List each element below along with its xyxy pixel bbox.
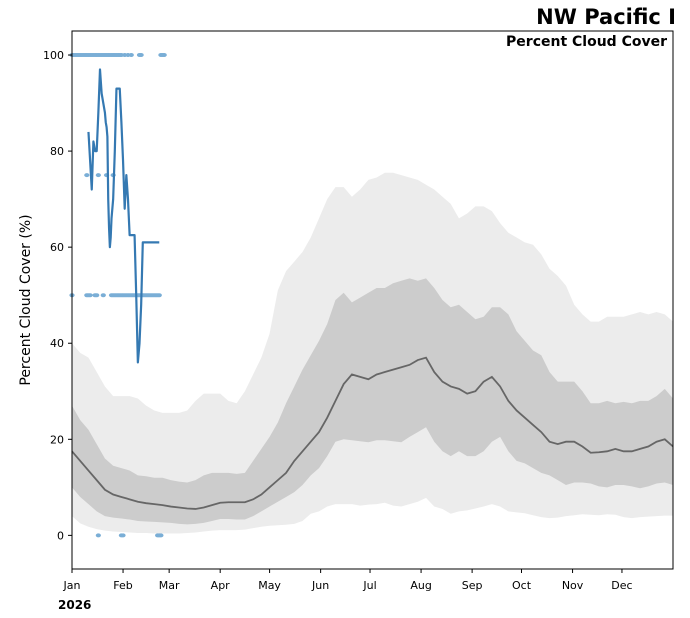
chart-subtitle: Percent Cloud Cover [506,34,667,50]
y-tick-label: 0 [57,529,64,542]
observation-point [100,293,106,298]
observation-point [138,53,144,58]
observation-point [120,533,126,538]
observation-point [84,173,90,178]
x-tick-label: Sep [462,579,483,592]
x-tick-label: Apr [211,579,231,592]
plot-area [69,53,674,538]
x-tick-label: Jun [311,579,329,592]
chart-title: NW Pacific I [536,5,676,29]
observation-point [95,173,101,178]
y-tick-label: 60 [50,241,64,254]
x-tick-label: Jul [362,579,376,592]
band-25-75-percentile [72,278,673,525]
x-tick-label: Oct [512,579,532,592]
y-axis-label: Percent Cloud Cover (%) [18,214,34,385]
x-tick-label: Mar [159,579,180,592]
x-tick-label: Jan [63,579,81,592]
observation-point [128,53,134,58]
y-tick-label: 40 [50,337,64,350]
axes: 0 20 40 60 80 100 Jan Feb Mar Apr May Jun Jul Aug Sep O… [43,49,633,592]
x-tick-label: Feb [113,579,132,592]
observation-point [94,293,100,298]
y-tick-label: 20 [50,433,64,446]
median-line [71,356,674,510]
x-tick-label: Dec [611,579,632,592]
current-year-line [87,68,160,364]
observation-point [95,533,101,538]
year-label: 2026 [58,598,91,612]
y-tick-label: 100 [43,49,64,62]
plot-frame [71,30,674,570]
y-tick-label: 80 [50,145,64,158]
observation-point [161,53,167,58]
observation-point [158,533,164,538]
observation-point [87,293,93,298]
observation-point [156,293,162,298]
x-tick-label: Nov [562,579,584,592]
x-tick-label: May [258,579,281,592]
x-tick-label: Aug [410,579,431,592]
